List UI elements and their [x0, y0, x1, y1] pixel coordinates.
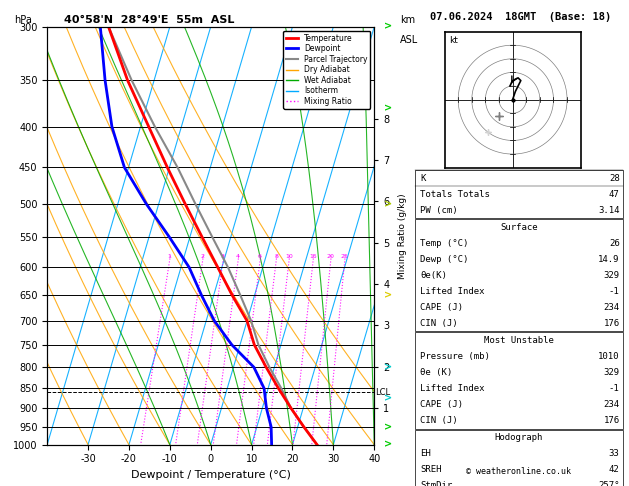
Text: Temp (°C): Temp (°C)	[420, 239, 469, 248]
Text: Most Unstable: Most Unstable	[484, 336, 554, 345]
Text: PW (cm): PW (cm)	[420, 206, 458, 215]
Text: >: >	[384, 422, 392, 432]
Text: 329: 329	[603, 271, 620, 280]
Text: hPa: hPa	[14, 15, 32, 25]
Text: SREH: SREH	[420, 465, 442, 474]
Text: K: K	[420, 174, 426, 183]
Text: 42: 42	[609, 465, 620, 474]
Text: 28: 28	[609, 174, 620, 183]
Text: 2: 2	[201, 255, 204, 260]
Text: Lifted Index: Lifted Index	[420, 384, 485, 393]
Text: kt: kt	[448, 35, 457, 45]
Text: © weatheronline.co.uk: © weatheronline.co.uk	[467, 467, 571, 476]
Text: >: >	[384, 104, 392, 114]
Text: LCL: LCL	[375, 388, 390, 397]
Text: 234: 234	[603, 400, 620, 409]
Text: Pressure (mb): Pressure (mb)	[420, 352, 490, 361]
Text: >: >	[384, 362, 392, 372]
Text: 6: 6	[258, 255, 262, 260]
Text: 10: 10	[285, 255, 292, 260]
Text: EH: EH	[420, 449, 431, 458]
Text: 257°: 257°	[598, 481, 620, 486]
Text: >: >	[384, 393, 392, 403]
Text: 176: 176	[603, 416, 620, 425]
Text: Hodograph: Hodograph	[495, 433, 543, 442]
Text: 20: 20	[326, 255, 335, 260]
Text: >: >	[384, 290, 392, 300]
Text: 1: 1	[167, 255, 171, 260]
Text: >: >	[384, 440, 392, 450]
Text: θe (K): θe (K)	[420, 368, 452, 377]
Text: θe(K): θe(K)	[420, 271, 447, 280]
Text: 26: 26	[609, 239, 620, 248]
Text: >: >	[384, 199, 392, 209]
Text: 176: 176	[603, 319, 620, 328]
Text: 1010: 1010	[598, 352, 620, 361]
Text: 8: 8	[274, 255, 278, 260]
Text: Lifted Index: Lifted Index	[420, 287, 485, 296]
Text: 47: 47	[609, 190, 620, 199]
Text: 234: 234	[603, 303, 620, 312]
Text: Mixing Ratio (g/kg): Mixing Ratio (g/kg)	[398, 193, 407, 278]
Text: Totals Totals: Totals Totals	[420, 190, 490, 199]
Text: CAPE (J): CAPE (J)	[420, 303, 463, 312]
Text: 3: 3	[221, 255, 225, 260]
Text: 40°58'N  28°49'E  55m  ASL: 40°58'N 28°49'E 55m ASL	[64, 15, 234, 25]
Text: CIN (J): CIN (J)	[420, 319, 458, 328]
Text: 329: 329	[603, 368, 620, 377]
Text: StmDir: StmDir	[420, 481, 452, 486]
Text: 3.14: 3.14	[598, 206, 620, 215]
Text: Surface: Surface	[500, 223, 538, 232]
Text: CIN (J): CIN (J)	[420, 416, 458, 425]
Text: Dewp (°C): Dewp (°C)	[420, 255, 469, 264]
Legend: Temperature, Dewpoint, Parcel Trajectory, Dry Adiabat, Wet Adiabat, Isotherm, Mi: Temperature, Dewpoint, Parcel Trajectory…	[283, 31, 370, 109]
Text: km: km	[401, 15, 416, 25]
Text: 15: 15	[309, 255, 317, 260]
Text: 14.9: 14.9	[598, 255, 620, 264]
Text: 33: 33	[609, 449, 620, 458]
Text: 07.06.2024  18GMT  (Base: 18): 07.06.2024 18GMT (Base: 18)	[430, 12, 611, 22]
Text: 25: 25	[341, 255, 348, 260]
Text: 4: 4	[236, 255, 240, 260]
Text: CAPE (J): CAPE (J)	[420, 400, 463, 409]
Text: >: >	[384, 22, 392, 32]
X-axis label: Dewpoint / Temperature (°C): Dewpoint / Temperature (°C)	[131, 470, 291, 480]
Text: -1: -1	[609, 287, 620, 296]
Text: -1: -1	[609, 384, 620, 393]
Text: ASL: ASL	[401, 35, 419, 45]
